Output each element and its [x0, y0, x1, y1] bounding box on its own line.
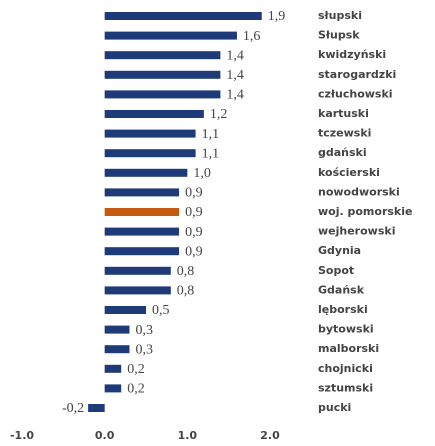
x-tick-label: 0.0	[95, 429, 115, 442]
bar	[104, 168, 188, 177]
category-label: sztumski	[318, 381, 373, 394]
value-label: 1,4	[226, 88, 244, 103]
value-label: 0,9	[185, 205, 203, 220]
value-label: -0,2	[62, 401, 84, 416]
category-label: gdański	[318, 146, 367, 159]
bar	[104, 345, 130, 354]
value-label: 0,3	[135, 342, 153, 357]
bar	[104, 90, 221, 99]
value-label: 0,8	[177, 284, 195, 299]
value-label: 1,4	[226, 48, 244, 63]
category-label: wejherowski	[318, 225, 395, 238]
category-label: kwidzyński	[318, 48, 386, 61]
value-label: 1,4	[226, 68, 244, 83]
bar	[88, 404, 105, 412]
category-label: starogardzki	[318, 68, 396, 81]
bar	[104, 129, 196, 138]
category-label: chojnicki	[318, 362, 373, 375]
bar	[104, 31, 237, 40]
category-label: kościerski	[318, 166, 380, 179]
x-tick-label: 1.0	[178, 429, 198, 442]
value-label: 0,2	[127, 382, 145, 397]
bar	[104, 227, 180, 236]
bar	[104, 110, 204, 118]
category-label: słupski	[318, 9, 362, 22]
bar	[104, 149, 196, 158]
value-label: 0,9	[185, 244, 203, 259]
category-label: kartuski	[318, 107, 369, 120]
bar	[104, 364, 122, 373]
category-label: bytowski	[318, 323, 374, 336]
value-label: 0,3	[135, 323, 153, 338]
value-label: 1,0	[193, 166, 211, 181]
bar	[104, 286, 171, 295]
bar	[104, 384, 122, 393]
bar	[104, 306, 146, 314]
bar	[104, 188, 180, 197]
bar	[104, 266, 171, 275]
x-tick-label: -1.0	[10, 429, 34, 442]
value-label: 0,9	[185, 186, 203, 201]
category-label: pucki	[318, 401, 351, 414]
bar	[104, 51, 221, 60]
category-label: tczewski	[318, 127, 371, 140]
value-label: 0,9	[185, 225, 203, 240]
bar	[104, 12, 262, 20]
bar	[104, 70, 221, 79]
category-label: człuchowski	[318, 87, 393, 100]
value-label: 0,5	[152, 303, 170, 318]
value-label: 1,1	[202, 127, 220, 142]
value-label: 1,9	[268, 9, 286, 24]
x-tick-label: 2.0	[260, 429, 280, 442]
bar	[104, 325, 130, 334]
category-label: Gdynia	[318, 244, 361, 257]
bar	[104, 247, 180, 256]
value-label: 0,8	[177, 264, 195, 279]
category-label: malborski	[318, 342, 379, 355]
value-label: 1,1	[202, 146, 220, 161]
category-label: Sopot	[318, 264, 354, 277]
value-label: 1,2	[210, 107, 228, 122]
category-label: lęborski	[318, 303, 368, 316]
category-label: Słupsk	[318, 29, 360, 42]
value-label: 0,2	[127, 362, 145, 377]
bar	[104, 208, 180, 216]
value-label: 1,6	[243, 29, 261, 44]
category-label: nowodworski	[318, 185, 400, 198]
category-label: Gdańsk	[318, 283, 365, 296]
category-label: woj. pomorskie	[318, 205, 412, 218]
